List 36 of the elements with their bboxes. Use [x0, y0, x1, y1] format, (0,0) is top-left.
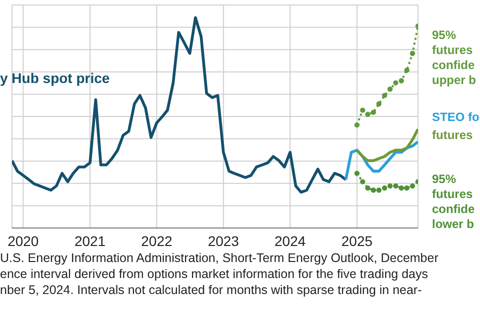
- point: [376, 188, 382, 193]
- x-tick-label: 2025: [341, 232, 373, 249]
- point: [365, 185, 370, 191]
- point: [354, 122, 360, 128]
- point: [382, 185, 388, 191]
- point: [387, 86, 393, 92]
- series-label: STEO fo: [432, 110, 480, 125]
- point: [404, 68, 410, 73]
- point: [387, 183, 393, 189]
- series-label: 95% futures confide lower b: [432, 172, 475, 232]
- point: [410, 183, 416, 189]
- point: [360, 179, 366, 184]
- point: [393, 183, 398, 189]
- point: [404, 185, 410, 191]
- text: nber 5, 2024. Intervals not calculated for months with sparse trading in near-: [0, 282, 423, 298]
- text: ence interval derived from options market information for the five trading days: [0, 266, 429, 282]
- series-label: y Hub spot price: [0, 70, 110, 86]
- x-tick-label: 2021: [74, 232, 106, 249]
- text: U.S. Energy Information Administration, Short-Term Energy Outlook, December: [0, 250, 438, 266]
- x-tick-label: 2022: [141, 232, 172, 249]
- point: [398, 78, 404, 84]
- point: [398, 185, 404, 191]
- point: [376, 101, 382, 106]
- series-label: 95% futures confide upper b: [432, 28, 476, 88]
- point: [365, 112, 370, 117]
- x-tick-label: 2020: [8, 232, 39, 249]
- point: [370, 188, 376, 193]
- point: [360, 108, 366, 113]
- point: [370, 110, 376, 115]
- point: [354, 170, 360, 176]
- series-label: futures: [432, 128, 473, 143]
- x-tick-label: 2023: [208, 232, 240, 249]
- point: [393, 80, 398, 86]
- point: [410, 50, 416, 56]
- x-tick-label: 2024: [274, 232, 306, 249]
- point: [382, 92, 388, 98]
